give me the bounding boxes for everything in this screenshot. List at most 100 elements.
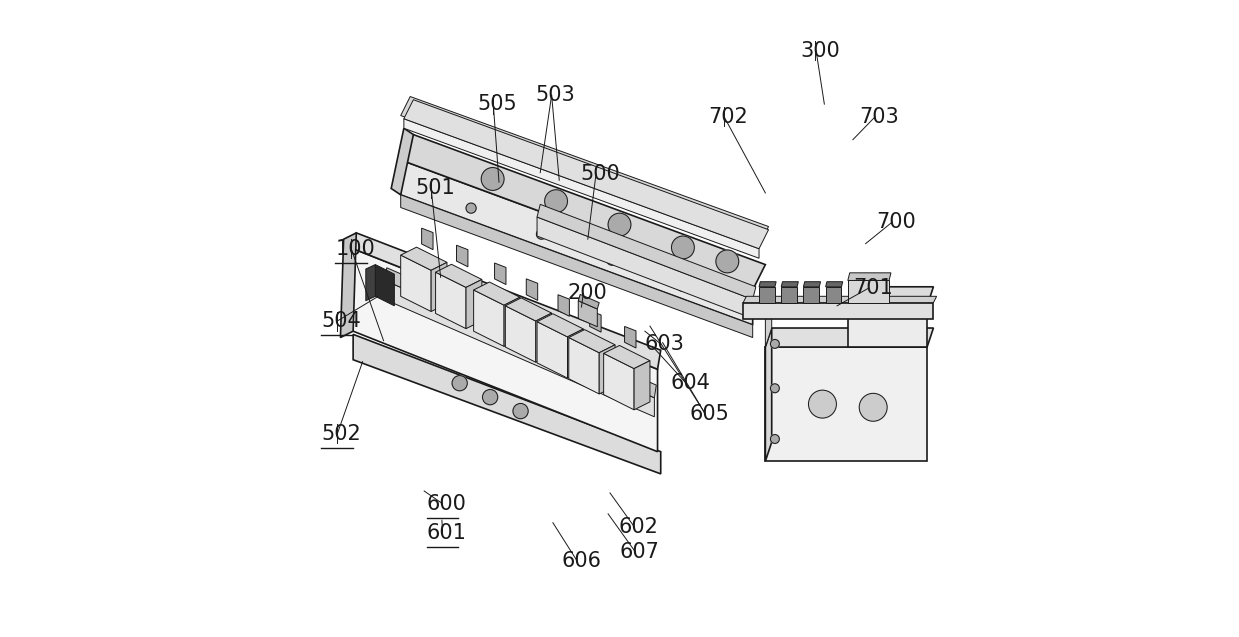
Polygon shape: [536, 217, 752, 318]
Polygon shape: [392, 128, 414, 195]
Circle shape: [513, 403, 528, 419]
Polygon shape: [567, 329, 584, 378]
Text: 500: 500: [580, 164, 620, 184]
Text: 702: 702: [709, 107, 748, 127]
Polygon shape: [400, 247, 447, 270]
Circle shape: [607, 255, 617, 265]
Polygon shape: [400, 160, 752, 325]
Polygon shape: [590, 311, 601, 332]
Circle shape: [716, 250, 738, 273]
Polygon shape: [400, 195, 752, 338]
Polygon shape: [466, 280, 482, 329]
Polygon shape: [353, 233, 660, 369]
Polygon shape: [847, 280, 890, 303]
Polygon shape: [760, 287, 774, 303]
Polygon shape: [473, 282, 520, 305]
Polygon shape: [400, 134, 766, 290]
Circle shape: [809, 390, 836, 418]
Polygon shape: [782, 282, 798, 287]
Polygon shape: [536, 314, 584, 337]
Text: 603: 603: [644, 334, 685, 354]
Polygon shape: [400, 97, 768, 246]
Polygon shape: [404, 100, 768, 248]
Polygon shape: [536, 204, 756, 299]
Polygon shape: [825, 287, 841, 303]
Polygon shape: [527, 279, 538, 301]
Text: 505: 505: [477, 94, 517, 114]
Polygon shape: [569, 329, 615, 353]
Polygon shape: [506, 306, 535, 362]
Polygon shape: [404, 118, 760, 258]
Polygon shape: [341, 233, 357, 338]
Polygon shape: [385, 268, 657, 397]
Polygon shape: [569, 338, 600, 394]
Text: 501: 501: [415, 178, 455, 199]
Text: 502: 502: [321, 424, 361, 444]
Circle shape: [482, 390, 498, 404]
Polygon shape: [760, 282, 776, 287]
Text: 200: 200: [567, 283, 607, 303]
Text: 607: 607: [620, 542, 659, 562]
Polygon shape: [421, 228, 434, 250]
Polygon shape: [375, 264, 394, 306]
Text: 701: 701: [852, 278, 892, 298]
Circle shape: [771, 340, 779, 348]
Circle shape: [771, 384, 779, 392]
Polygon shape: [431, 262, 447, 311]
Polygon shape: [366, 264, 375, 301]
Polygon shape: [504, 297, 520, 347]
Polygon shape: [385, 280, 654, 417]
Circle shape: [536, 229, 546, 240]
Circle shape: [771, 434, 779, 443]
Text: 503: 503: [535, 85, 576, 105]
Polygon shape: [847, 306, 927, 347]
Text: 100: 100: [336, 239, 375, 259]
Text: 604: 604: [670, 373, 710, 393]
Polygon shape: [473, 290, 504, 347]
Polygon shape: [536, 322, 567, 378]
Text: 600: 600: [426, 494, 467, 513]
Polygon shape: [603, 345, 650, 369]
Text: 606: 606: [561, 551, 601, 571]
Polygon shape: [766, 347, 927, 461]
Text: 601: 601: [426, 523, 467, 543]
Polygon shape: [353, 334, 660, 474]
Polygon shape: [624, 326, 636, 348]
Polygon shape: [436, 272, 466, 329]
Polygon shape: [825, 282, 843, 287]
Polygon shape: [579, 294, 600, 309]
Polygon shape: [579, 301, 597, 327]
Polygon shape: [634, 361, 650, 410]
Polygon shape: [803, 282, 820, 287]
Circle shape: [678, 281, 688, 291]
Polygon shape: [535, 313, 551, 362]
Circle shape: [608, 213, 631, 236]
Polygon shape: [766, 328, 772, 461]
Polygon shape: [506, 298, 551, 321]
Text: 504: 504: [321, 311, 361, 331]
Circle shape: [859, 393, 887, 421]
Polygon shape: [766, 328, 933, 347]
Text: 300: 300: [800, 41, 840, 61]
Circle shape: [545, 190, 567, 213]
Text: 605: 605: [689, 404, 729, 424]
Polygon shape: [766, 287, 772, 347]
Polygon shape: [782, 287, 797, 303]
Polygon shape: [353, 248, 658, 452]
Polygon shape: [436, 264, 482, 287]
Polygon shape: [743, 296, 937, 303]
Text: 700: 700: [876, 212, 916, 232]
Polygon shape: [803, 287, 819, 303]
Polygon shape: [847, 287, 933, 306]
Text: 703: 703: [859, 107, 900, 127]
Polygon shape: [494, 263, 506, 285]
Polygon shape: [603, 354, 634, 410]
Polygon shape: [456, 245, 468, 267]
Text: 602: 602: [618, 517, 658, 536]
Polygon shape: [847, 273, 891, 280]
Circle shape: [672, 236, 694, 259]
Polygon shape: [600, 345, 615, 394]
Circle shape: [481, 168, 504, 190]
Circle shape: [466, 203, 476, 213]
Circle shape: [452, 376, 467, 391]
